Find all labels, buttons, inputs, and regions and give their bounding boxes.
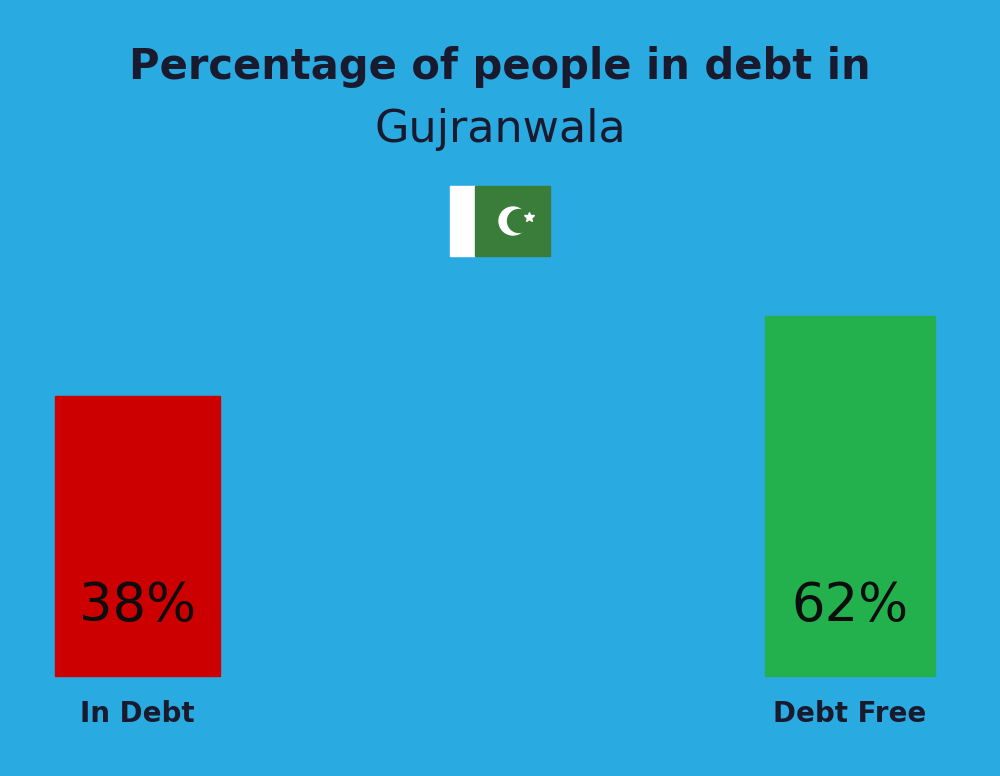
Text: 62%: 62%	[791, 580, 909, 632]
Text: 38%: 38%	[79, 580, 196, 632]
Bar	[475, 186, 550, 256]
Text: Percentage of people in debt in: Percentage of people in debt in	[129, 46, 871, 88]
Text: Gujranwala: Gujranwala	[374, 108, 626, 151]
Bar	[450, 186, 475, 256]
Text: Debt Free: Debt Free	[773, 700, 927, 728]
Bar	[55, 396, 220, 676]
Bar	[765, 316, 935, 676]
Text: In Debt: In Debt	[80, 700, 195, 728]
Circle shape	[499, 207, 527, 235]
Circle shape	[508, 210, 530, 233]
